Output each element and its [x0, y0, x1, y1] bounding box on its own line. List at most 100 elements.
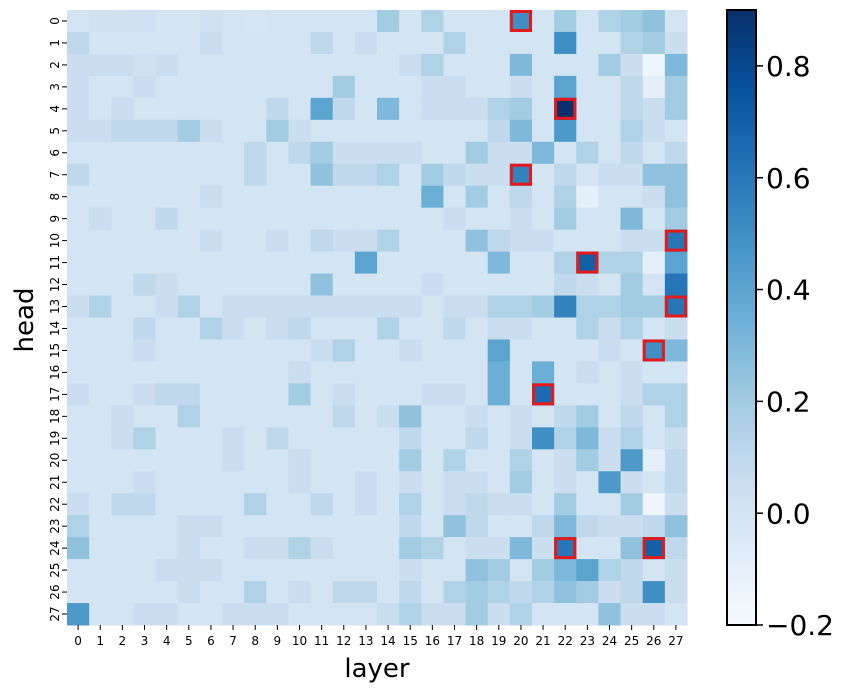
heatmap-cell — [421, 449, 444, 472]
heatmap-cell — [133, 427, 157, 450]
heatmap-cell — [642, 141, 666, 165]
heatmap-cell — [487, 515, 511, 538]
heatmap-cell — [155, 581, 179, 604]
heatmap-cell — [288, 339, 312, 362]
heatmap-cell — [354, 405, 378, 428]
heatmap-cell — [421, 361, 444, 384]
heatmap-cell — [664, 339, 688, 362]
heatmap-cell — [509, 10, 533, 33]
x-tick-label: 18 — [469, 634, 484, 648]
heatmap-cell — [222, 10, 245, 33]
heatmap-cell — [532, 163, 555, 187]
heatmap-cell — [332, 603, 356, 626]
heatmap-cell — [664, 75, 688, 99]
heatmap-cell — [443, 10, 467, 33]
x-tick-label: 11 — [314, 634, 329, 648]
heatmap-cell — [266, 317, 289, 340]
heatmap-cell — [532, 75, 555, 99]
heatmap-cell — [111, 559, 134, 582]
highlight-box — [664, 229, 687, 252]
x-tick-label: 16 — [425, 634, 440, 648]
heatmap-cell — [465, 75, 489, 99]
heatmap-cell — [443, 427, 467, 450]
heatmap-cell — [576, 141, 599, 165]
heatmap-cell — [576, 449, 599, 472]
heatmap-cell — [377, 295, 400, 318]
heatmap-cell — [222, 449, 245, 472]
heatmap-cell — [554, 75, 577, 99]
heatmap-cell — [465, 537, 489, 560]
highlight-box — [576, 251, 599, 274]
heatmap-cell — [244, 559, 267, 582]
heatmap-cell — [532, 515, 555, 538]
heatmap-cell — [111, 427, 134, 450]
heatmap-cell — [67, 449, 90, 472]
heatmap-cell — [133, 405, 157, 428]
heatmap-cell — [421, 53, 444, 77]
colorbar-tick-label: 0.8 — [766, 50, 811, 83]
heatmap-cell — [443, 295, 467, 318]
heatmap-cell — [487, 273, 511, 297]
heatmap-cell — [465, 163, 489, 187]
heatmap-cell — [177, 559, 201, 582]
heatmap-cell — [642, 405, 666, 428]
heatmap-cell — [111, 581, 134, 604]
heatmap-cell — [399, 471, 422, 494]
heatmap-cell — [509, 229, 533, 253]
heatmap-cell — [554, 537, 577, 560]
heatmap-cell — [354, 207, 378, 231]
heatmap-cell — [465, 53, 489, 77]
heatmap-cell — [332, 163, 356, 187]
heatmap-cell — [89, 31, 112, 55]
heatmap-cell — [89, 119, 112, 143]
heatmap-cell — [89, 559, 112, 582]
x-tick-label: 3 — [141, 634, 149, 648]
heatmap-cell — [399, 515, 422, 538]
heatmap-cell — [177, 427, 201, 450]
heatmap-cell — [443, 31, 467, 55]
heatmap-cell — [155, 141, 179, 165]
heatmap-cell — [111, 493, 134, 516]
heatmap-cell — [244, 10, 267, 33]
heatmap-cell — [111, 185, 134, 209]
heatmap-cell — [399, 295, 422, 318]
heatmap-cell — [509, 75, 533, 99]
heatmap-cell — [532, 603, 555, 626]
heatmap-cell — [111, 10, 134, 33]
heatmap-cell — [89, 251, 112, 275]
heatmap-cell — [89, 339, 112, 362]
heatmap-cell — [332, 31, 356, 55]
heatmap-cell — [310, 229, 334, 253]
heatmap-cell — [155, 31, 179, 55]
heatmap-cell — [354, 603, 378, 626]
x-tick-label: 10 — [292, 634, 307, 648]
y-tick-label: 0 — [48, 17, 62, 25]
heatmap-cell — [89, 141, 112, 165]
heatmap-cell — [177, 31, 201, 55]
heatmap-cell — [133, 185, 157, 209]
heatmap-cell — [377, 141, 400, 165]
heatmap-cell — [266, 581, 289, 604]
heatmap-cell — [288, 471, 312, 494]
heatmap-cell — [222, 339, 245, 362]
heatmap-cell — [155, 10, 179, 33]
heatmap-cell — [133, 581, 157, 604]
heatmap-cell — [443, 537, 467, 560]
heatmap-cell — [642, 75, 666, 99]
heatmap-cell — [443, 317, 467, 340]
heatmap-cell — [399, 361, 422, 384]
heatmap-cell — [133, 537, 157, 560]
heatmap-cell — [576, 427, 599, 450]
heatmap-cell — [576, 53, 599, 77]
heatmap-cell — [532, 471, 555, 494]
heatmap-cell — [67, 97, 90, 121]
heatmap-cell — [487, 339, 511, 362]
heatmap-cell — [288, 10, 312, 33]
heatmap-cell — [532, 119, 555, 143]
heatmap-cell — [266, 603, 289, 626]
heatmap-cell — [199, 427, 223, 450]
heatmap-cell — [642, 493, 666, 516]
heatmap-cell — [133, 53, 157, 77]
heatmap-cell — [399, 449, 422, 472]
heatmap-cell — [664, 603, 688, 626]
